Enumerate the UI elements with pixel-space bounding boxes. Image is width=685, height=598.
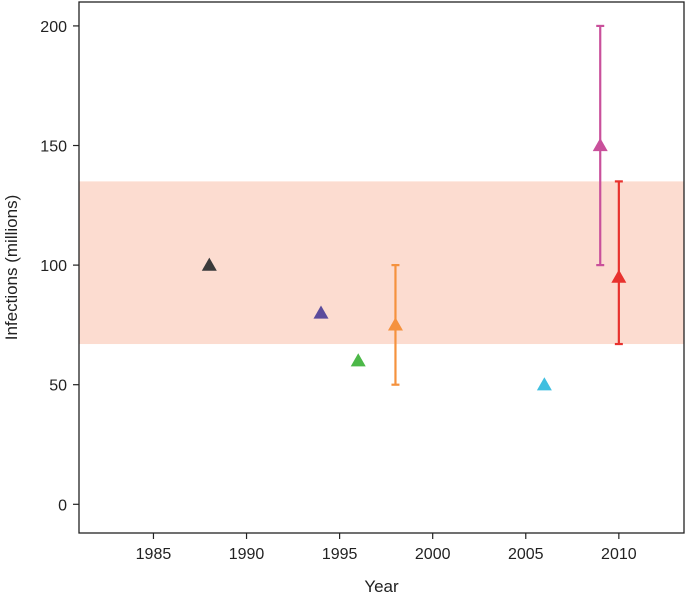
- data-points: [201, 138, 627, 391]
- data-point-triangle: [536, 377, 552, 391]
- data-point-triangle: [387, 317, 403, 331]
- y-axis-ticks: 0 50 100 150 200: [40, 19, 79, 514]
- data-point-triangle: [201, 257, 217, 271]
- y-tick-label: 100: [40, 258, 67, 275]
- shaded-band: [79, 181, 684, 345]
- y-tick-label: 200: [40, 19, 67, 36]
- data-point-triangle: [611, 269, 627, 283]
- x-tick-label: 2010: [601, 546, 637, 563]
- x-tick-label: 1995: [322, 546, 358, 563]
- data-point-triangle: [313, 305, 329, 319]
- y-tick-label: 0: [58, 497, 67, 514]
- x-tick-label: 2000: [415, 546, 451, 563]
- plot-frame: [78, 1, 685, 534]
- x-tick-label: 1985: [136, 546, 172, 563]
- x-axis-title: Year: [364, 577, 399, 596]
- y-axis-title: Infections (millions): [2, 195, 21, 341]
- y-tick-label: 150: [40, 139, 67, 156]
- y-tick-label: 50: [49, 378, 67, 395]
- data-point-triangle: [350, 353, 366, 367]
- data-point-triangle: [592, 138, 608, 152]
- x-tick-label: 2005: [508, 546, 544, 563]
- x-tick-label: 1990: [229, 546, 265, 563]
- x-axis-ticks: 1985 1990 1995 2000 2005 2010: [136, 533, 637, 563]
